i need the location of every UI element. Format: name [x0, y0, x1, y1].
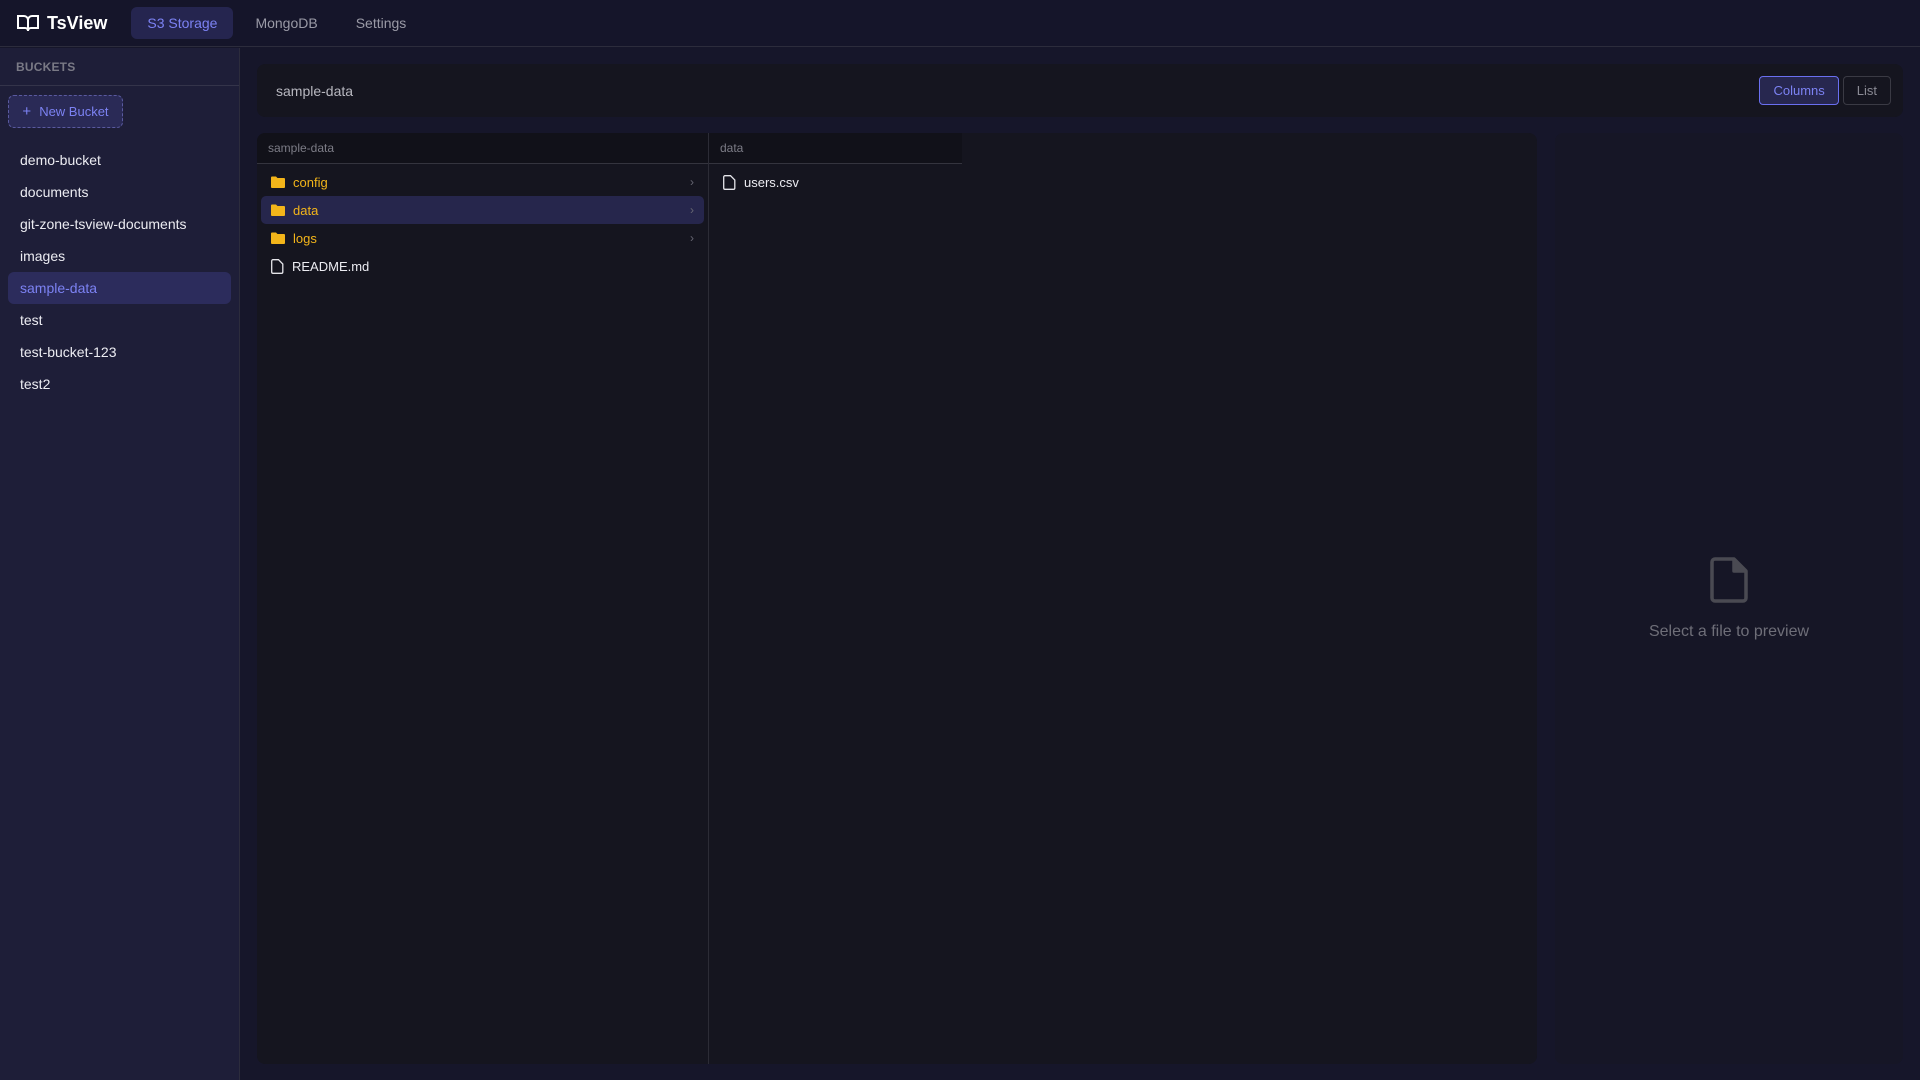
- folder-row[interactable]: config ›: [261, 168, 704, 196]
- file-icon: [271, 258, 284, 274]
- file-icon: [723, 174, 736, 190]
- file-row[interactable]: README.md: [261, 252, 704, 280]
- folder-icon: [271, 232, 285, 244]
- tab-settings[interactable]: Settings: [355, 15, 407, 31]
- folder-row[interactable]: logs ›: [261, 224, 704, 252]
- bucket-list: demo-bucket documents git-zone-tsview-do…: [8, 144, 231, 400]
- file-icon: [1710, 556, 1748, 603]
- tab-s3-storage[interactable]: S3 Storage: [131, 7, 234, 39]
- columns-view-button[interactable]: Columns: [1759, 76, 1839, 105]
- new-bucket-label: New Bucket: [39, 104, 109, 119]
- plus-icon: +: [22, 103, 32, 120]
- item-name: data: [293, 202, 319, 218]
- chevron-right-icon: ›: [690, 175, 694, 189]
- folder-row-selected[interactable]: data ›: [261, 196, 704, 224]
- bucket-item[interactable]: images: [20, 248, 66, 264]
- column-browser: sample-data config › data › logs › READM…: [257, 133, 1537, 1064]
- bucket-item[interactable]: test2: [20, 376, 51, 392]
- book-open-icon: [17, 15, 39, 32]
- bucket-item-selected[interactable]: sample-data: [8, 272, 231, 304]
- app-title: TsView: [47, 12, 108, 33]
- bucket-item[interactable]: documents: [20, 184, 89, 200]
- column-header: data: [709, 133, 962, 164]
- file-row[interactable]: users.csv: [713, 168, 958, 196]
- new-bucket-button[interactable]: + New Bucket: [8, 95, 123, 128]
- column: sample-data config › data › logs › READM…: [257, 133, 709, 1064]
- folder-icon: [271, 204, 285, 216]
- item-name: logs: [293, 230, 317, 246]
- column-header: sample-data: [257, 133, 708, 164]
- item-name: users.csv: [744, 174, 799, 190]
- item-name: config: [293, 174, 328, 190]
- item-name: README.md: [292, 258, 370, 274]
- breadcrumb[interactable]: sample-data: [276, 82, 354, 99]
- folder-icon: [271, 176, 285, 188]
- bucket-item[interactable]: test: [20, 312, 43, 328]
- app-logo[interactable]: TsView: [17, 13, 107, 34]
- path-toolbar: sample-data Columns List: [257, 64, 1903, 117]
- bucket-item[interactable]: demo-bucket: [20, 152, 101, 168]
- chevron-right-icon: ›: [690, 203, 694, 217]
- preview-panel: Select a file to preview: [1555, 133, 1903, 1064]
- bucket-item[interactable]: test-bucket-123: [20, 344, 117, 360]
- tab-mongodb[interactable]: MongoDB: [255, 15, 318, 31]
- preview-empty-text: Select a file to preview: [1648, 622, 1810, 640]
- column: data users.csv: [709, 133, 962, 1064]
- sidebar: BUCKETS + New Bucket demo-bucket documen…: [0, 48, 240, 1080]
- chevron-right-icon: ›: [690, 231, 694, 245]
- bucket-item[interactable]: git-zone-tsview-documents: [20, 216, 187, 232]
- list-view-button[interactable]: List: [1842, 76, 1891, 105]
- top-bar: TsView S3 Storage MongoDB Settings: [0, 0, 1920, 47]
- sidebar-heading: BUCKETS: [0, 48, 239, 86]
